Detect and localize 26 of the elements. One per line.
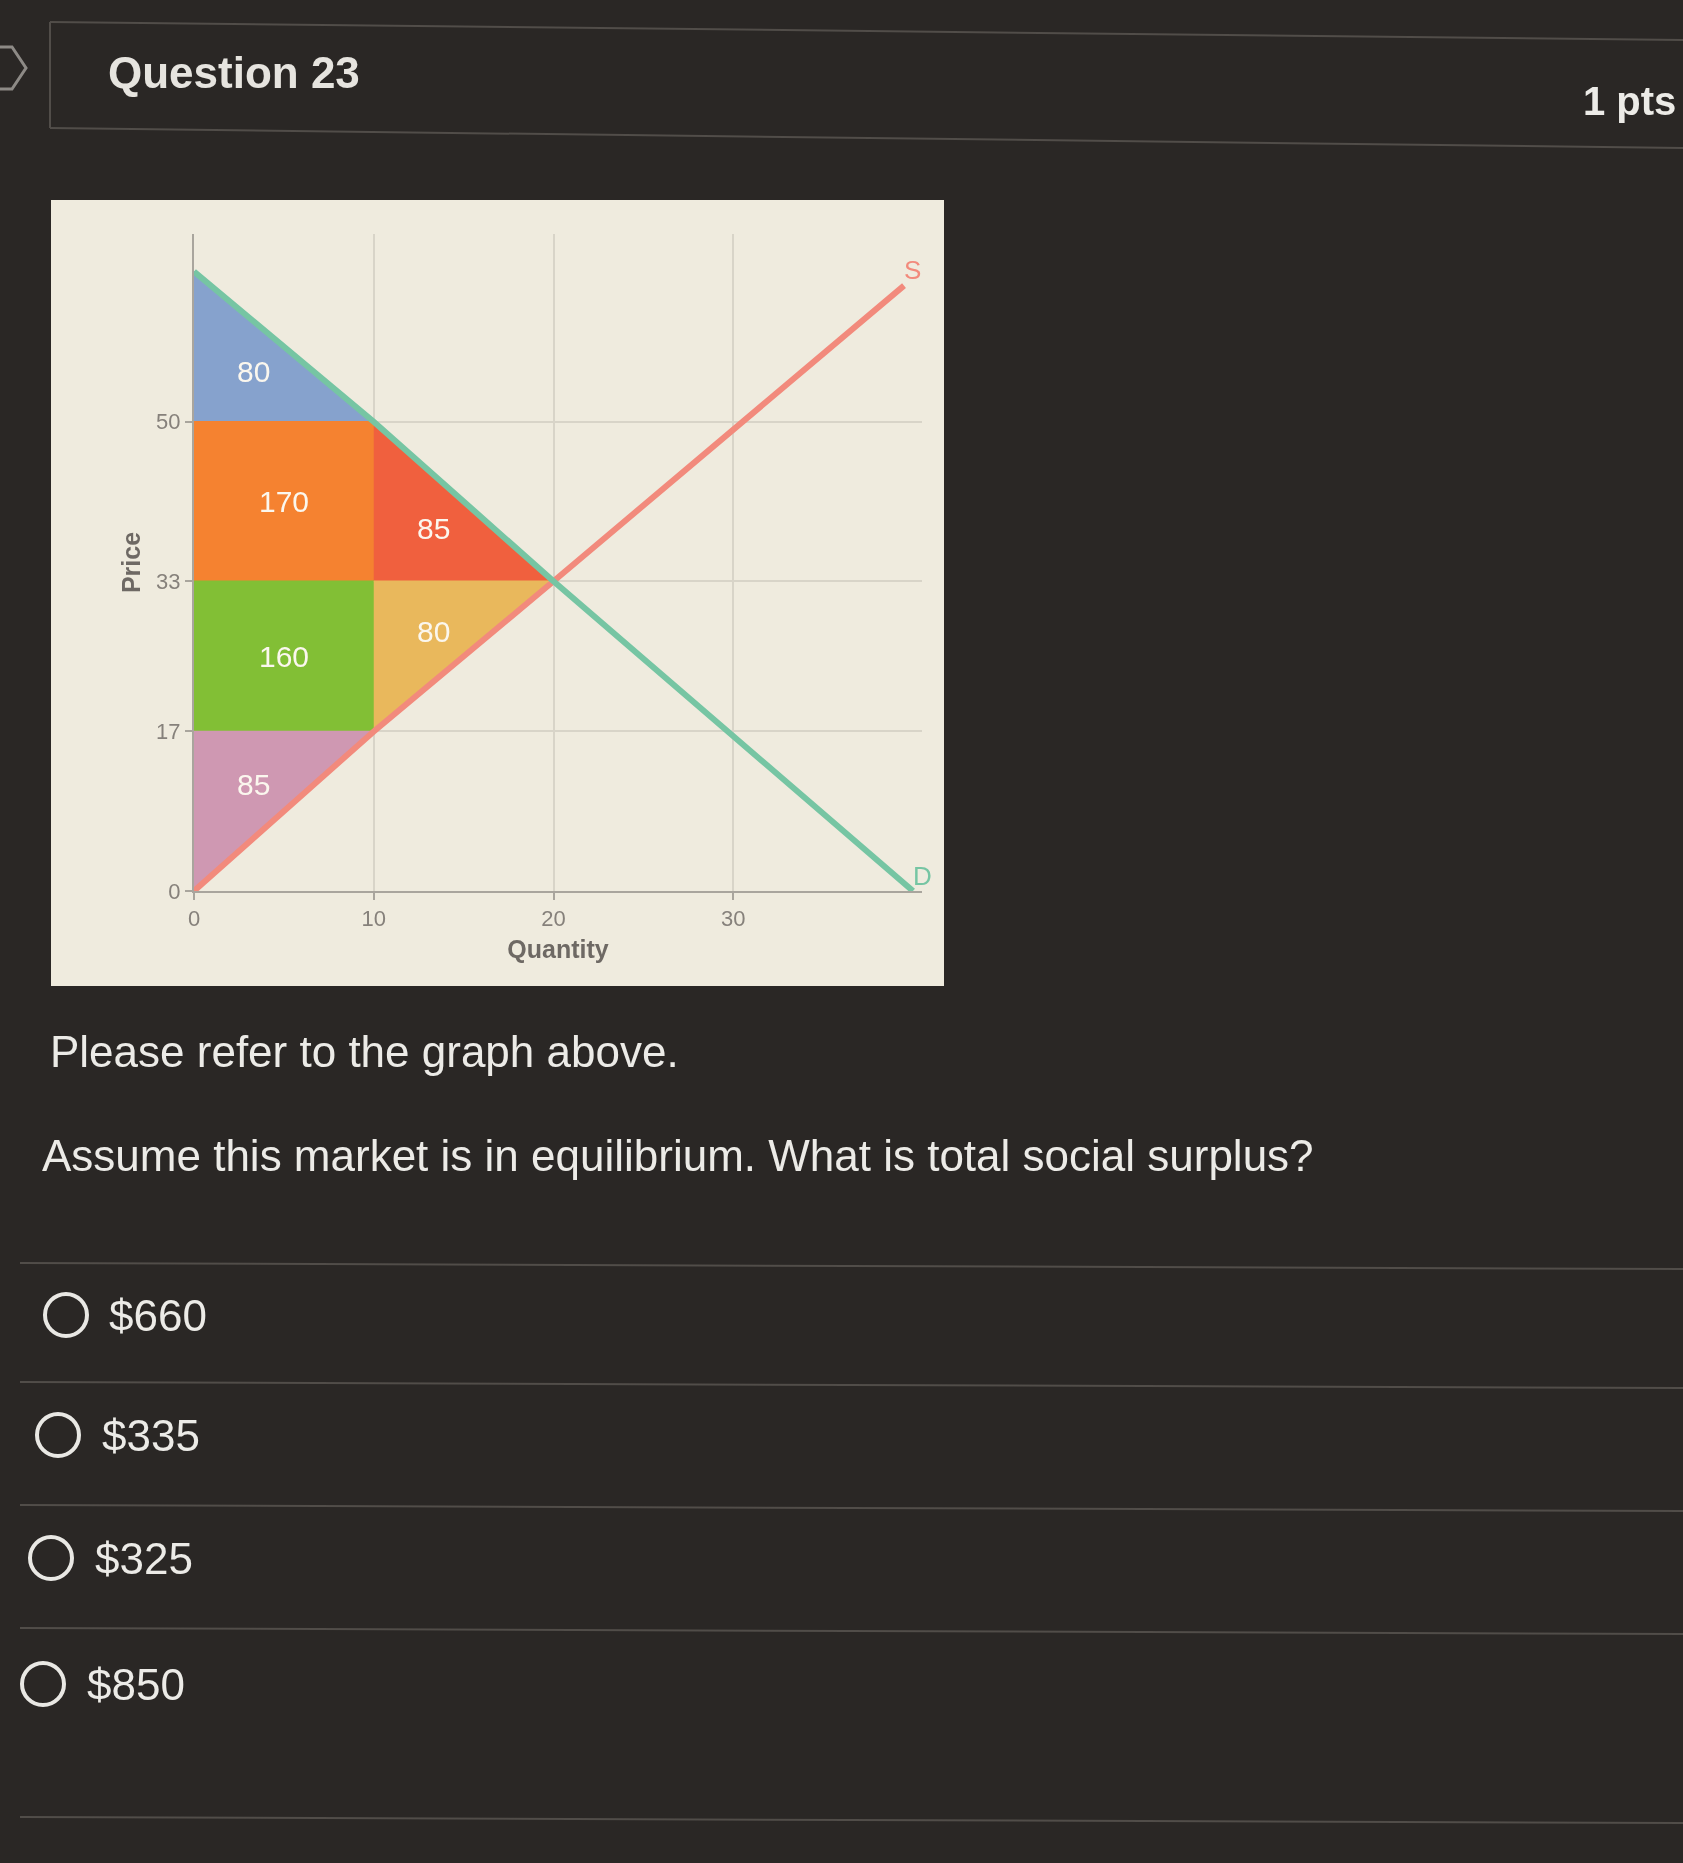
x-tick-label: 0 — [187, 906, 201, 932]
text: $660 — [109, 1291, 207, 1340]
text: Please refer to the graph above. — [50, 1027, 679, 1076]
annotation: 85 — [417, 512, 451, 545]
x-tick-label: 20 — [541, 906, 566, 932]
text: 1 pts — [1583, 79, 1677, 123]
text: $850 — [87, 1660, 185, 1709]
annotation: 160 — [259, 640, 310, 673]
y-tick-label: 50 — [156, 409, 181, 435]
x-tick-label: 30 — [721, 906, 746, 932]
y-tick-label: 33 — [156, 568, 181, 594]
text: Assume this market is in equilibrium. What is total social surplus? — [42, 1131, 1314, 1180]
series-label: S — [904, 255, 922, 286]
text: $325 — [95, 1534, 193, 1583]
series-label: D — [913, 860, 932, 891]
x-tick-label: 10 — [361, 906, 386, 932]
y-tick-label: 17 — [156, 719, 181, 745]
chart-title: Question 23 — [108, 48, 360, 98]
y-tick-label: 0 — [168, 878, 181, 904]
x-axis-title: Quantity — [507, 934, 609, 963]
annotation: 80 — [237, 355, 271, 388]
annotation: 85 — [237, 768, 271, 801]
y-axis-title: Price — [117, 531, 146, 594]
text: $335 — [102, 1411, 200, 1460]
annotation: 170 — [259, 485, 310, 518]
annotation: 80 — [417, 615, 451, 648]
